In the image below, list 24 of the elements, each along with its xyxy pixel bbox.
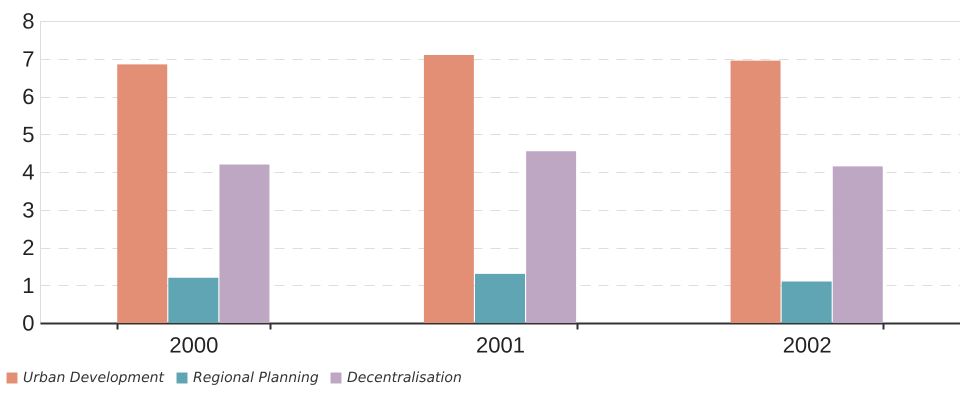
bar bbox=[219, 164, 270, 323]
y-tick-label: 1 bbox=[22, 272, 34, 298]
y-tick-label: 5 bbox=[22, 122, 34, 147]
x-tick-label: 2000 bbox=[169, 332, 218, 358]
x-tick-label: 2001 bbox=[476, 332, 525, 358]
bar bbox=[832, 166, 883, 323]
y-tick-label: 4 bbox=[22, 160, 34, 184]
y-tick-label: 0 bbox=[22, 310, 34, 336]
bar bbox=[730, 60, 781, 323]
x-tick-label: 2002 bbox=[782, 332, 832, 358]
y-tick-label: 8 bbox=[22, 8, 34, 34]
bar bbox=[117, 64, 168, 323]
y-tick-label: 6 bbox=[22, 84, 34, 109]
bar bbox=[782, 281, 832, 323]
y-tick-label: 7 bbox=[22, 46, 34, 72]
legend-label: Decentralisation bbox=[347, 370, 462, 386]
legend-label: Urban Development bbox=[23, 370, 165, 386]
legend-label: Regional Planning bbox=[193, 370, 319, 386]
bar bbox=[526, 151, 576, 323]
bar bbox=[168, 278, 218, 323]
bar bbox=[424, 54, 474, 323]
y-tick-label: 2 bbox=[22, 235, 34, 260]
y-tick-label: 3 bbox=[22, 197, 34, 222]
bar bbox=[475, 274, 525, 323]
